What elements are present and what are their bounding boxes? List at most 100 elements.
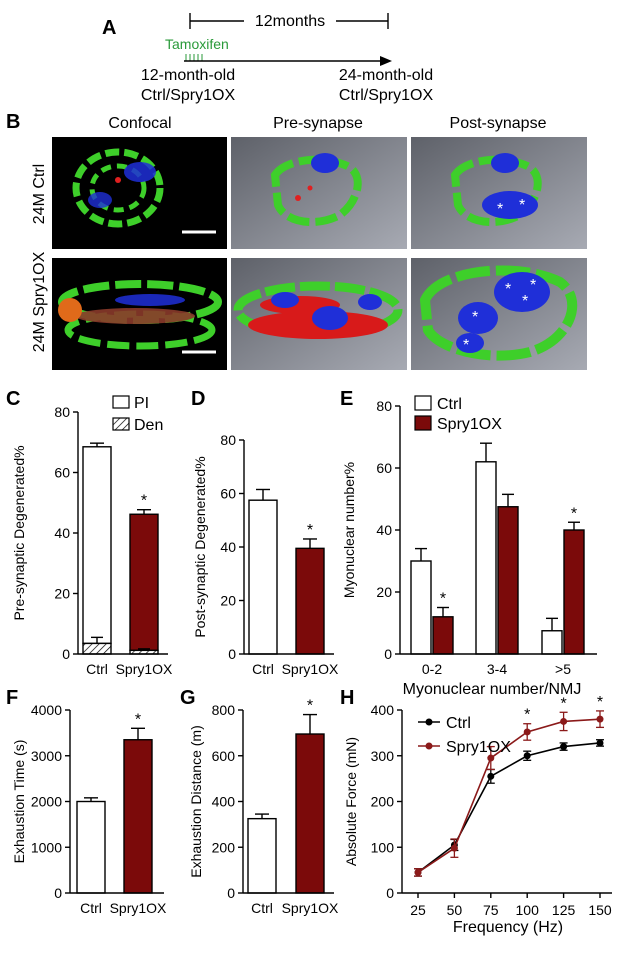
e-legend-label-ctrl: Ctrl	[437, 396, 462, 413]
h-ytick-label-2: 200	[371, 794, 395, 810]
duration-label: 12months	[255, 13, 325, 30]
panel-label-a: A	[102, 17, 116, 39]
col-title-presynapse: Pre-synapse	[273, 115, 363, 132]
c-ytick-label-4: 80	[54, 404, 70, 420]
nucleus-marker-4: *	[530, 277, 536, 294]
e-bar-0-0	[410, 560, 432, 655]
nucleus-marker-2: *	[519, 197, 525, 214]
h-point-1-0	[414, 868, 422, 876]
start-label-2: Ctrl/Spry1OX	[141, 87, 236, 104]
d-bar-1-sig: *	[307, 522, 313, 539]
d-ytick-label-4: 80	[220, 432, 236, 448]
h-xtick-label-3: 100	[516, 902, 540, 918]
e-bar-1-1	[497, 506, 519, 655]
h-xaxis-title: Frequency (Hz)	[453, 919, 563, 936]
h-point-1-4	[560, 717, 568, 725]
f-ylabel: Exhaustion Time (s)	[11, 740, 27, 864]
h-xtick-label-5: 150	[588, 902, 612, 918]
g-xlabel-1: Spry1OX	[282, 900, 339, 916]
f-ytick-label-4: 4000	[31, 702, 62, 718]
image-confocal-ctrl	[52, 137, 227, 249]
h-legend-label-spry: Spry1OX	[446, 739, 511, 756]
h-xtick-label-2: 75	[483, 902, 499, 918]
chart-f: 0 1000 2000 3000 4000 Exhaustion Time (s) Ctrl…	[11, 702, 167, 916]
h-legend-marker-ctrl	[425, 718, 433, 726]
h-legend-marker-spry	[425, 742, 433, 750]
nucleus-marker-6: *	[472, 309, 478, 326]
e-bar-0-sig: *	[440, 591, 446, 608]
h-point-0-4	[560, 743, 568, 751]
f-bar-0	[76, 800, 106, 894]
h-point-3-sig: *	[524, 707, 530, 724]
g-ytick-label-0: 0	[227, 885, 235, 901]
f-bar-1	[123, 739, 153, 894]
h-point-0-5	[596, 739, 604, 747]
nucleus-marker-1: *	[497, 201, 503, 218]
chart-c: 0 20 40 60 80 Pre-synaptic Degenerated% Ctrl * S…	[11, 395, 173, 677]
c-ytick-label-2: 40	[54, 525, 70, 541]
row-label-ctrl: 24M Ctrl	[31, 164, 48, 224]
g-ytick-label-4: 800	[212, 702, 236, 718]
d-xlabel-1: Spry1OX	[282, 661, 339, 677]
f-xlabel-1: Spry1OX	[110, 900, 167, 916]
h-point-4-sig: *	[560, 695, 566, 712]
h-ytick-label-1: 100	[371, 839, 395, 855]
e-legend-swatch-spry	[414, 415, 432, 431]
panel-label-d: D	[191, 388, 205, 410]
e-bar-1-2	[563, 529, 585, 655]
d-ytick-label-1: 20	[220, 593, 236, 609]
chart-e: 0 20 40 60 80 Myonuclear number% * 0-2 3-4 * >5 Myo…	[341, 395, 597, 698]
e-ytick-label-3: 60	[376, 460, 392, 476]
panel-label-f: F	[6, 687, 18, 709]
end-label-1: 24-month-old	[339, 67, 433, 84]
d-xlabel-0: Ctrl	[252, 661, 274, 677]
e-xlabel-0: 0-2	[422, 661, 442, 677]
h-point-1-1	[450, 844, 458, 852]
c-bar-pi-0	[82, 446, 112, 645]
panel-label-h: H	[340, 687, 354, 709]
panel-b: B Confocal Pre-synapse Post-synapse 24M …	[6, 111, 587, 370]
e-legend-label-spry: Spry1OX	[437, 416, 502, 433]
e-legend-swatch-ctrl	[414, 395, 432, 411]
c-legend-label-pi: PI	[134, 395, 149, 412]
col-title-confocal: Confocal	[108, 115, 171, 132]
end-label-2: Ctrl/Spry1OX	[339, 87, 434, 104]
h-xtick-label-0: 25	[410, 902, 426, 918]
panel-a: A 12months Tamoxifen 12-month-old Ctrl/S…	[102, 11, 433, 104]
e-bar-0-2	[541, 630, 563, 655]
g-ylabel: Exhaustion Distance (m)	[188, 725, 204, 878]
e-xaxis-title: Myonuclear number/NMJ	[403, 681, 582, 698]
f-ytick-label-3: 3000	[31, 748, 62, 764]
h-point-5-sig: *	[597, 694, 603, 711]
image-presynapse-ctrl	[231, 137, 407, 249]
h-ylabel: Absolute Force (mN)	[343, 737, 359, 866]
e-ylabel: Myonuclear number%	[341, 462, 357, 598]
d-ytick-label-0: 0	[228, 646, 236, 662]
h-point-0-3	[523, 752, 531, 760]
g-bar-1-sig: *	[307, 698, 313, 715]
f-ytick-label-1: 1000	[31, 839, 62, 855]
f-ytick-label-2: 2000	[31, 794, 62, 810]
tamoxifen-label: Tamoxifen	[165, 36, 229, 52]
c-legend-swatch-den	[112, 417, 130, 431]
panel-label-c: C	[6, 388, 20, 410]
d-ylabel: Post-synaptic Degenerated%	[192, 456, 208, 637]
f-ytick-label-0: 0	[54, 885, 62, 901]
h-point-1-5	[596, 715, 604, 723]
g-ytick-label-1: 200	[212, 839, 236, 855]
panel-label-g: G	[180, 687, 196, 709]
c-ytick-label-3: 60	[54, 465, 70, 481]
h-ytick-label-3: 300	[371, 748, 395, 764]
panel-label-b: B	[6, 111, 20, 133]
d-ytick-label-2: 40	[220, 539, 236, 555]
e-ytick-label-0: 0	[384, 646, 392, 662]
e-xlabel-2: >5	[555, 661, 571, 677]
f-bar-1-sig: *	[135, 711, 141, 728]
h-point-1-3	[523, 728, 531, 736]
d-ytick-label-3: 60	[220, 486, 236, 502]
c-ytick-label-0: 0	[62, 646, 70, 662]
c-bar-pi-1	[129, 513, 159, 652]
chart-h: 0 100 200 300 400 Absolute Force (mN) 25 50 75 10…	[343, 694, 612, 936]
start-label-1: 12-month-old	[141, 67, 235, 84]
e-bar-2-sig: *	[571, 505, 577, 522]
